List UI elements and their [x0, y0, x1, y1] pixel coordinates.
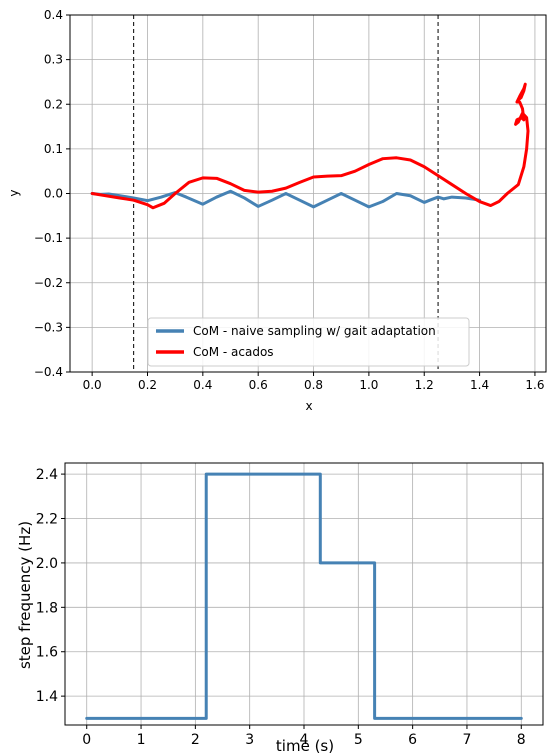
- x-tick-label: 0.2: [138, 378, 157, 392]
- y-tick-label: −0.3: [34, 320, 63, 334]
- frequency-axis-label: step frequency (Hz): [16, 521, 34, 669]
- x-tick-label: 1.6: [525, 378, 544, 392]
- y-tick-label: 2.0: [36, 556, 58, 572]
- x-tick-label: 2: [191, 732, 200, 748]
- x-tick-label: 7: [462, 732, 471, 748]
- series-line-0: [85, 472, 523, 720]
- x-tick-label: 0.4: [193, 378, 212, 392]
- x-tick-label: 0.0: [83, 378, 102, 392]
- legend-label-naive: CoM - naive sampling w/ gait adaptation: [193, 324, 436, 338]
- x-tick-label: 1: [137, 732, 146, 748]
- y-tick-label: −0.4: [34, 365, 63, 379]
- y-tick-label: 0.0: [44, 187, 63, 201]
- x-tick-label: 0.6: [249, 378, 268, 392]
- y-tick-label: 1.8: [36, 600, 58, 616]
- series-line-0: [90, 189, 482, 209]
- series-line-1: [90, 82, 530, 210]
- x-tick-label: 0.8: [304, 378, 323, 392]
- y-axis-label: y: [7, 189, 21, 196]
- legend: CoM - naive sampling w/ gait adaptation …: [147, 317, 470, 367]
- x-tick-label: 5: [354, 732, 363, 748]
- x-tick-label: 4: [300, 732, 309, 748]
- y-tick-label: −0.2: [34, 276, 63, 290]
- time-axis-label: time (s): [276, 737, 334, 754]
- y-tick-label: 1.6: [36, 645, 58, 661]
- x-axis-label: x: [305, 399, 312, 413]
- y-tick-label: 2.2: [36, 512, 58, 528]
- y-tick-label: 0.3: [44, 53, 63, 67]
- step-frequency-plot: 0 1 2 3 4 5 6 7 8 1.4 1.6 1.8 2.0 2.2 2.4 time (s) st…: [16, 462, 544, 754]
- y-tick-label: 1.4: [36, 689, 58, 705]
- x-tick-label: 0: [82, 732, 91, 748]
- x-tick-label: 6: [408, 732, 417, 748]
- y-tick-label: 0.1: [44, 142, 63, 156]
- y-tick-label: 0.4: [44, 8, 63, 22]
- legend-label-acados: CoM - acados: [193, 345, 274, 359]
- x-tick-label: 3: [245, 732, 254, 748]
- y-tick-label: 0.2: [44, 97, 63, 111]
- y-tick-label: 2.4: [36, 467, 58, 483]
- y-tick-label: −0.1: [34, 231, 63, 245]
- x-tick-label: 1.0: [359, 378, 378, 392]
- x-tick-label: 1.2: [415, 378, 434, 392]
- trajectory-plot: 0.0 0.2 0.4 0.6 0.8 1.0 1.2 1.4 1.6 −0.4 −0.3 −0.2…: [7, 8, 547, 413]
- x-tick-label: 8: [517, 732, 526, 748]
- legend-box: [147, 317, 470, 367]
- x-tick-label: 1.4: [470, 378, 489, 392]
